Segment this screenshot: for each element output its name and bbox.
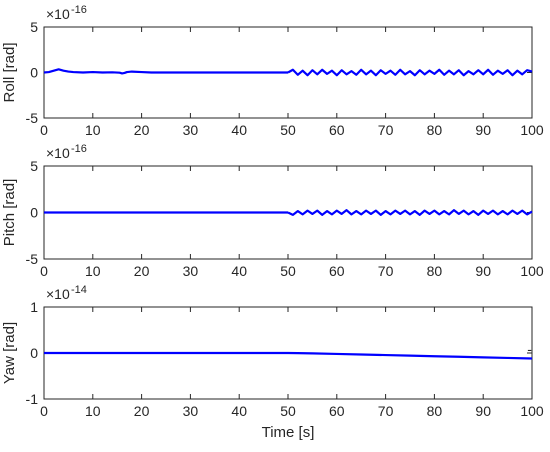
x-tick-label: 40	[231, 263, 247, 279]
x-tick-label: 90	[475, 403, 491, 419]
x-tick-label: 80	[427, 122, 443, 138]
x-tick-label: 50	[280, 122, 296, 138]
x-tick-label: 70	[378, 403, 394, 419]
y-tick-label: 5	[30, 19, 38, 35]
x-tick-label: 0	[40, 403, 48, 419]
exponent-base: ×10	[46, 6, 70, 22]
x-tick-label: 30	[183, 263, 199, 279]
exponent-base: ×10	[46, 145, 70, 161]
x-tick-label: 30	[183, 122, 199, 138]
y-axis-label: Yaw [rad]	[1, 322, 18, 384]
x-tick-label: 10	[85, 263, 101, 279]
y-tick-label: 0	[30, 65, 38, 81]
y-tick-label: 1	[30, 299, 38, 315]
x-tick-label: 100	[520, 403, 544, 419]
x-tick-label: 100	[520, 263, 544, 279]
y-axis-label: Pitch [rad]	[1, 179, 18, 247]
x-tick-label: 10	[85, 122, 101, 138]
x-tick-label: 100	[520, 122, 544, 138]
x-tick-label: 60	[329, 263, 345, 279]
x-tick-label: 60	[329, 403, 345, 419]
x-tick-label: 80	[427, 403, 443, 419]
y-tick-label: 5	[30, 158, 38, 174]
series-line-1-1	[287, 209, 533, 216]
series-line-0-0	[43, 68, 288, 75]
exponent-power: -14	[71, 284, 87, 296]
x-tick-label: 20	[134, 403, 150, 419]
x-tick-label: 20	[134, 263, 150, 279]
y-tick-label: 0	[30, 345, 38, 361]
exponent-power: -16	[71, 4, 87, 16]
y-axis-label: Roll [rad]	[1, 42, 18, 102]
x-tick-label: 90	[475, 122, 491, 138]
x-tick-label: 30	[183, 403, 199, 419]
x-tick-label: 50	[280, 263, 296, 279]
x-tick-label: 10	[85, 403, 101, 419]
x-tick-label: 40	[231, 122, 247, 138]
x-tick-label: 0	[40, 122, 48, 138]
x-tick-label: 80	[427, 263, 443, 279]
exponent-base: ×10	[46, 286, 70, 302]
y-tick-label: -5	[26, 110, 39, 126]
x-tick-label: 40	[231, 403, 247, 419]
exponent-power: -16	[71, 143, 87, 155]
x-tick-label: 50	[280, 403, 296, 419]
y-tick-label: -1	[26, 391, 39, 407]
x-tick-label: 70	[378, 263, 394, 279]
series-line-2-0	[44, 351, 533, 360]
annotation: -	[527, 341, 532, 357]
x-tick-label: 0	[40, 263, 48, 279]
y-tick-label: -5	[26, 251, 39, 267]
x-axis-label: Time [s]	[262, 424, 315, 441]
x-tick-label: 90	[475, 263, 491, 279]
x-tick-label: 70	[378, 122, 394, 138]
y-tick-label: 0	[30, 205, 38, 221]
x-tick-label: 20	[134, 122, 150, 138]
x-tick-label: 60	[329, 122, 345, 138]
series-line-0-1	[287, 68, 533, 77]
